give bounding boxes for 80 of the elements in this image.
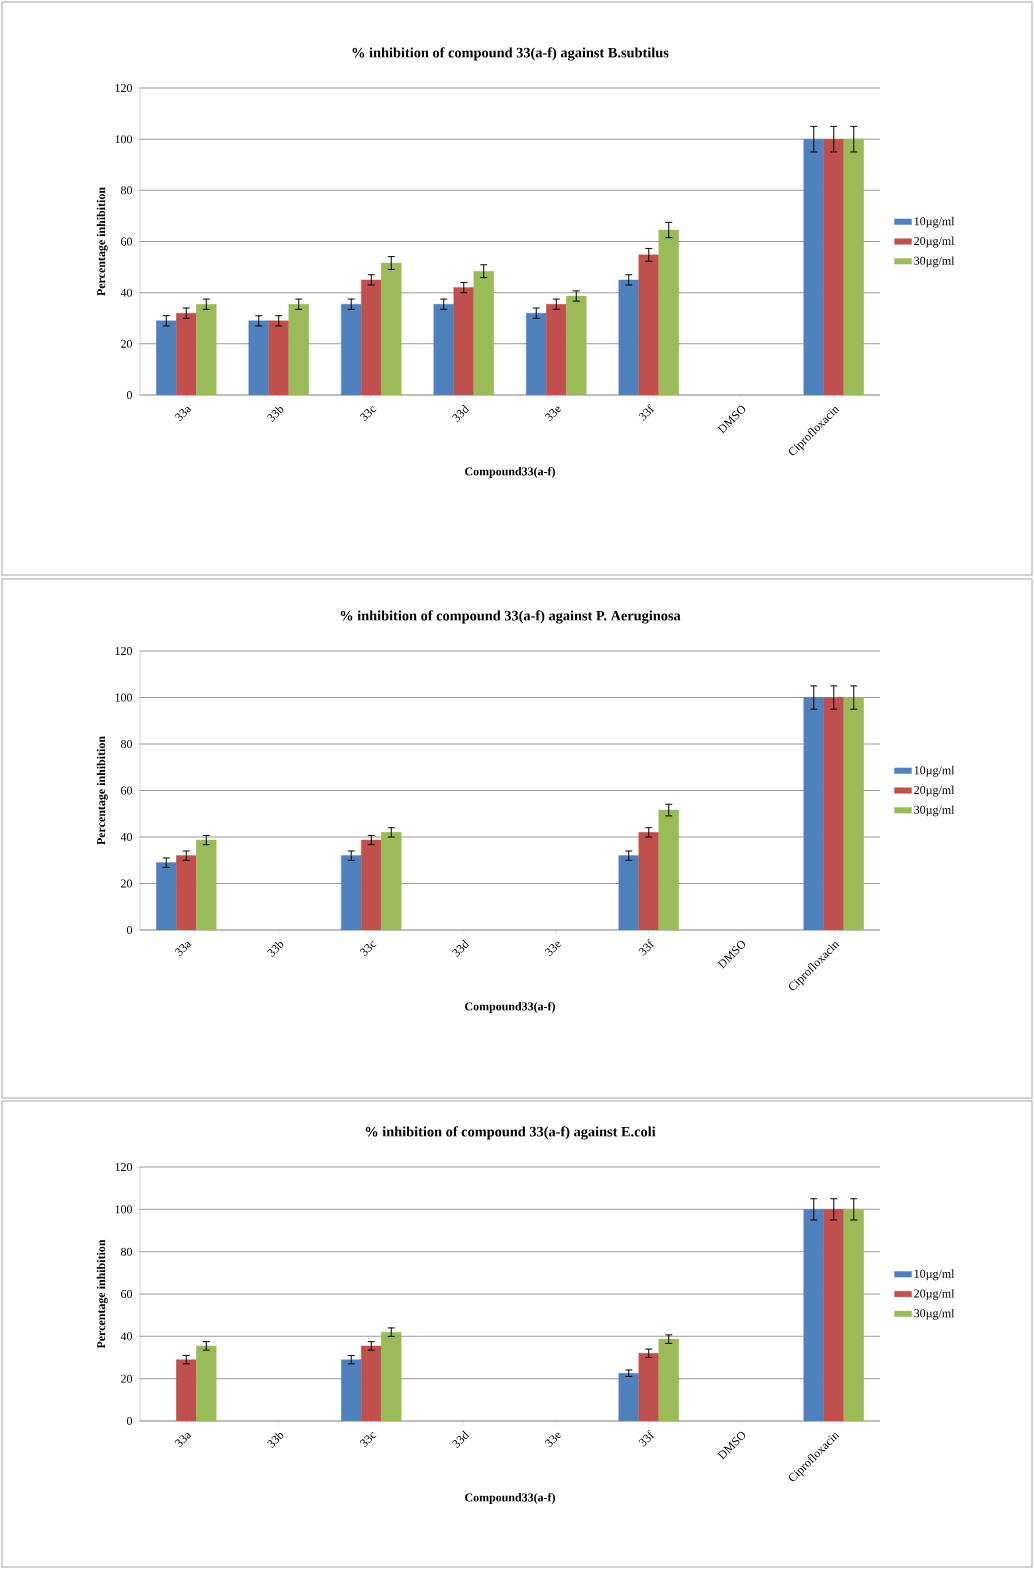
bar	[618, 1373, 639, 1422]
bar	[361, 839, 382, 931]
legend-label: 30µg/ml	[914, 805, 955, 817]
legend-label: 20µg/ml	[914, 1289, 955, 1301]
x-tick-label: 33a	[174, 941, 192, 957]
x-tick-label: 33c	[359, 1432, 377, 1448]
bar	[618, 855, 639, 931]
bar	[843, 1209, 864, 1422]
x-tick-label: 33d	[452, 939, 470, 957]
bar	[176, 1359, 197, 1422]
y-tick-label: 40	[120, 1332, 133, 1341]
y-tick-label: 80	[120, 739, 133, 749]
y-tick-label: 120	[115, 1162, 133, 1172]
y-tick-label: 100	[115, 1205, 133, 1214]
y-tick-label: 100	[115, 693, 133, 702]
y-tick-label: 60	[121, 1289, 133, 1299]
legend-label: 30µg/ml	[914, 1308, 955, 1320]
bar	[341, 1359, 362, 1422]
legend-label: 10µg/ml	[914, 216, 955, 228]
y-tick-label: 120	[115, 83, 133, 93]
x-tick-label: 33c	[359, 406, 377, 422]
x-tick-label: 33e	[544, 406, 562, 422]
bar	[381, 832, 402, 931]
chart-title: % inhibition of compound 33(a-f) against E.coli	[365, 1126, 656, 1140]
legend-label: 10µg/ml	[914, 1269, 955, 1281]
legend-label: 20µg/ml	[914, 236, 955, 248]
bar	[803, 697, 824, 931]
x-tick-label: 33b	[267, 941, 284, 957]
x-tick-label: 33b	[267, 406, 284, 422]
y-tick-label: 60	[121, 786, 133, 795]
x-tick-label: 33d	[452, 404, 470, 422]
y-tick-label: 40	[120, 832, 133, 842]
x-tick-label: 33d	[452, 1430, 470, 1449]
legend-label: 30µg/ml	[914, 256, 955, 268]
bar	[196, 839, 217, 931]
bar	[176, 855, 197, 931]
bar	[361, 1345, 382, 1422]
legend-label: 20µg/ml	[914, 785, 955, 797]
x-tick-label: 33c	[359, 941, 377, 957]
bar	[196, 1345, 217, 1422]
bar	[658, 809, 679, 931]
bar	[381, 1331, 402, 1422]
y-tick-label: 20	[121, 879, 133, 888]
x-tick-label: 33f	[638, 404, 655, 421]
y-tick-label: 60	[121, 237, 133, 246]
y-tick-label: 80	[120, 186, 133, 195]
x-tick-label: 33f	[638, 939, 655, 956]
bar	[823, 1209, 844, 1422]
x-tick-label: 33e	[544, 941, 562, 957]
y-tick-label: 120	[115, 646, 133, 656]
y-tick-label: 0	[126, 390, 133, 400]
y-axis-title: Percentage inhibition	[96, 187, 108, 296]
y-tick-label: 40	[120, 288, 133, 297]
y-tick-label: 80	[120, 1247, 133, 1256]
y-tick-label: 0	[126, 925, 133, 935]
chart-title: % inhibition of compound 33(a-f) against P. Aeruginosa	[340, 610, 681, 624]
bar	[658, 1338, 679, 1422]
y-axis-title: Percentage inhibition	[96, 1239, 108, 1349]
y-tick-label: 20	[121, 1374, 133, 1383]
y-tick-label: 20	[121, 339, 133, 348]
x-axis-title: Compound33(a-f)	[465, 1492, 555, 1504]
legend-label: 10µg/ml	[914, 765, 955, 777]
y-tick-label: 100	[115, 135, 133, 144]
x-axis-title: Compound33(a-f)	[465, 1001, 555, 1013]
y-axis-title: Percentage inhibition	[96, 736, 108, 845]
chart-title: % inhibition of compound 33(a-f) against B.subtilus	[352, 47, 669, 61]
bar	[156, 862, 177, 931]
bar	[843, 697, 864, 931]
x-tick-label: 33a	[174, 406, 192, 422]
y-tick-label: 0	[126, 1417, 133, 1426]
bar	[638, 1353, 659, 1422]
bar	[341, 855, 362, 931]
x-tick-label: 33b	[267, 1433, 284, 1449]
bar	[638, 832, 659, 931]
x-tick-label: 33f	[638, 1430, 655, 1447]
x-axis-title: Compound33(a-f)	[465, 466, 555, 478]
bar	[803, 1209, 824, 1422]
x-tick-label: 33a	[174, 1432, 192, 1448]
x-tick-label: 33e	[544, 1432, 562, 1448]
bar	[823, 697, 844, 931]
